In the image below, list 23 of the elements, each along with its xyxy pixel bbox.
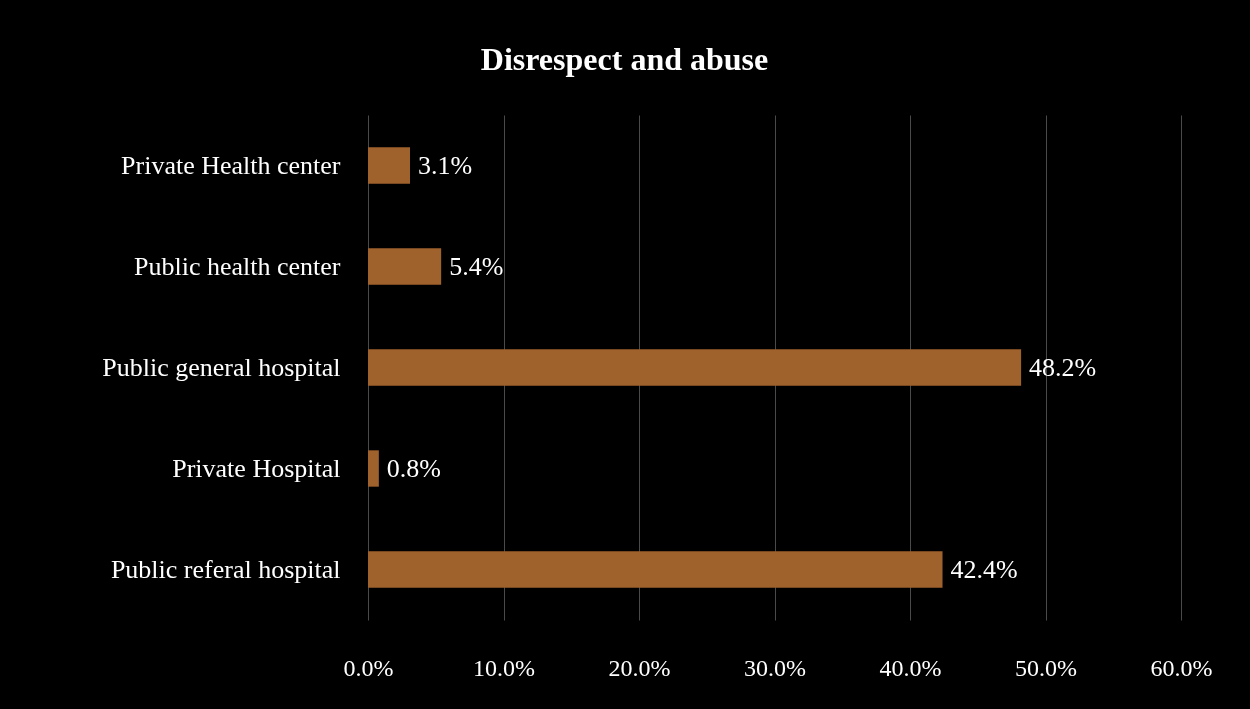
x-tick-label: 0.0% [343,654,394,681]
bar [368,248,442,285]
x-tick-label: 40.0% [879,654,942,681]
data-label: 42.4% [950,554,1018,584]
bar [368,551,943,588]
y-tick-label: Public referal hospital [110,554,341,584]
x-tick-label: 20.0% [608,654,671,681]
bar [368,349,1022,386]
data-label: 5.4% [449,251,504,281]
data-label: 0.8% [386,453,442,483]
y-tick-label: Public general hospital [102,352,341,382]
x-tick-label: 30.0% [744,654,806,681]
bar [368,147,411,184]
x-tick-label: 50.0% [1015,654,1077,681]
x-tick-label: 60.0% [1150,654,1213,681]
data-label: 48.2% [1029,352,1097,382]
bar [368,450,379,487]
data-label: 3.1% [418,150,473,180]
y-tick-label: Private Health center [121,150,341,180]
y-tick-label: Public health center [134,251,341,281]
x-tick-label: 10.0% [473,654,535,681]
chart-title: Disrespect and abuse [480,41,769,77]
y-tick-label: Private Hospital [172,453,341,483]
